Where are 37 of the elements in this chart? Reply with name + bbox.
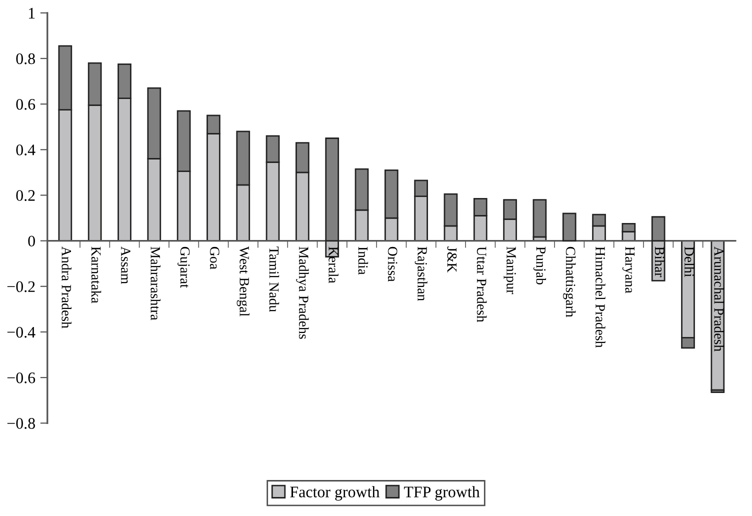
x-tick-label: Madhya Pradehs (296, 246, 309, 339)
x-tick-label: Assam (121, 246, 130, 284)
x-tick-label: Andra Pradesh (62, 246, 72, 328)
x-tick-label: Tamil Nadu (269, 246, 280, 312)
x-tick-label: Delhi (684, 246, 694, 277)
x-tick-label: J&K (447, 246, 457, 272)
x-tick-label: Gujarat (178, 246, 190, 288)
bar (562, 212, 576, 242)
y-tick-label: −0.6 (7, 372, 36, 384)
legend-label: Factor growth (290, 486, 380, 501)
x-tick-label: Arunachal Pradesh (714, 246, 724, 352)
y-tick-label: 0 (28, 236, 35, 246)
x-tick-label: Bihar (654, 246, 665, 278)
x-tick-label: Rajasthan (414, 246, 428, 301)
x-tick-label: West Bengal (236, 246, 250, 316)
x-tick-label: Chhattisgarh (563, 246, 576, 318)
bar (532, 199, 547, 238)
x-tick-label: Orissa (388, 246, 398, 282)
y-tick-label: −0.2 (7, 281, 35, 292)
legend-label: TFP growth (404, 486, 480, 501)
y-tick-label: −0.4 (7, 326, 36, 338)
x-tick-label: Manipur (504, 246, 516, 294)
y-tick-label: 0.4 (16, 144, 36, 156)
x-tick-label: Haryana (622, 246, 634, 294)
x-tick-label: Kerala (328, 246, 338, 284)
y-tick-label: 0.2 (16, 190, 35, 201)
y-tick-label: 0.8 (16, 53, 35, 64)
x-tick-label: Karnataka (91, 246, 102, 304)
y-tick-label: −0.8 (7, 418, 35, 429)
x-tick-label: Himachel Pradesh (596, 246, 606, 348)
x-tick-label: Punjab (533, 246, 546, 284)
x-tick-label: India (358, 246, 368, 275)
y-tick-label: 1 (28, 8, 35, 18)
x-tick-label: Mahrarashtra (150, 246, 160, 320)
y-tick-label: 0.6 (16, 98, 36, 110)
x-tick-label: Goa (210, 246, 220, 270)
x-tick-label: Uttar Pradesh (476, 246, 487, 322)
